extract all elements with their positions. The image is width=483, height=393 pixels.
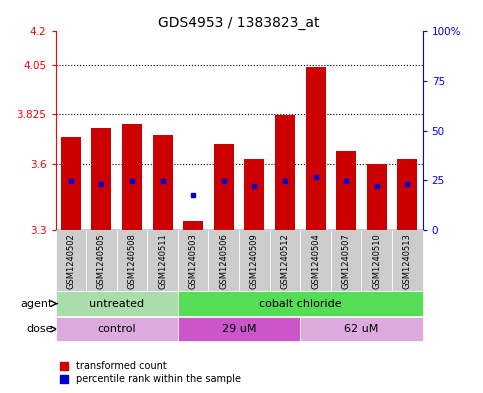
Text: GSM1240507: GSM1240507 bbox=[341, 233, 351, 289]
Text: GSM1240503: GSM1240503 bbox=[189, 233, 198, 289]
Text: GSM1240505: GSM1240505 bbox=[97, 233, 106, 289]
Text: agent: agent bbox=[21, 299, 53, 309]
Text: untreated: untreated bbox=[89, 299, 144, 309]
Text: GSM1240506: GSM1240506 bbox=[219, 233, 228, 289]
Bar bbox=[56, 230, 86, 291]
Text: GSM1240508: GSM1240508 bbox=[128, 233, 137, 289]
Bar bbox=[122, 124, 142, 230]
Text: 29 uM: 29 uM bbox=[222, 324, 256, 334]
Text: GSM1240511: GSM1240511 bbox=[158, 233, 167, 289]
Bar bbox=[178, 291, 423, 316]
Bar bbox=[336, 151, 356, 230]
Bar bbox=[147, 230, 178, 291]
Text: 62 uM: 62 uM bbox=[344, 324, 379, 334]
Text: GSM1240513: GSM1240513 bbox=[403, 233, 412, 289]
Bar bbox=[306, 67, 326, 230]
Bar bbox=[214, 144, 234, 230]
Bar bbox=[56, 317, 178, 342]
Bar bbox=[153, 135, 172, 230]
Legend: transformed count, percentile rank within the sample: transformed count, percentile rank withi… bbox=[60, 361, 241, 384]
Bar bbox=[275, 115, 295, 230]
Bar bbox=[91, 129, 112, 230]
Text: GSM1240510: GSM1240510 bbox=[372, 233, 381, 289]
Bar bbox=[392, 230, 423, 291]
Bar bbox=[331, 230, 361, 291]
Text: GSM1240502: GSM1240502 bbox=[66, 233, 75, 289]
Bar bbox=[209, 230, 239, 291]
Bar bbox=[86, 230, 117, 291]
Bar bbox=[270, 230, 300, 291]
Text: GSM1240504: GSM1240504 bbox=[311, 233, 320, 289]
Bar bbox=[178, 317, 300, 342]
Text: GSM1240512: GSM1240512 bbox=[281, 233, 289, 289]
Title: GDS4953 / 1383823_at: GDS4953 / 1383823_at bbox=[158, 17, 320, 30]
Bar bbox=[398, 159, 417, 230]
Bar bbox=[56, 291, 178, 316]
Bar bbox=[361, 230, 392, 291]
Text: cobalt chloride: cobalt chloride bbox=[259, 299, 341, 309]
Bar bbox=[300, 230, 331, 291]
Bar bbox=[117, 230, 147, 291]
Bar bbox=[300, 317, 423, 342]
Text: GSM1240509: GSM1240509 bbox=[250, 233, 259, 289]
Bar bbox=[178, 230, 209, 291]
Text: dose: dose bbox=[27, 324, 53, 334]
Bar bbox=[367, 164, 387, 230]
Bar bbox=[244, 159, 264, 230]
Bar bbox=[239, 230, 270, 291]
Bar bbox=[183, 221, 203, 230]
Text: control: control bbox=[98, 324, 136, 334]
Bar bbox=[61, 137, 81, 230]
